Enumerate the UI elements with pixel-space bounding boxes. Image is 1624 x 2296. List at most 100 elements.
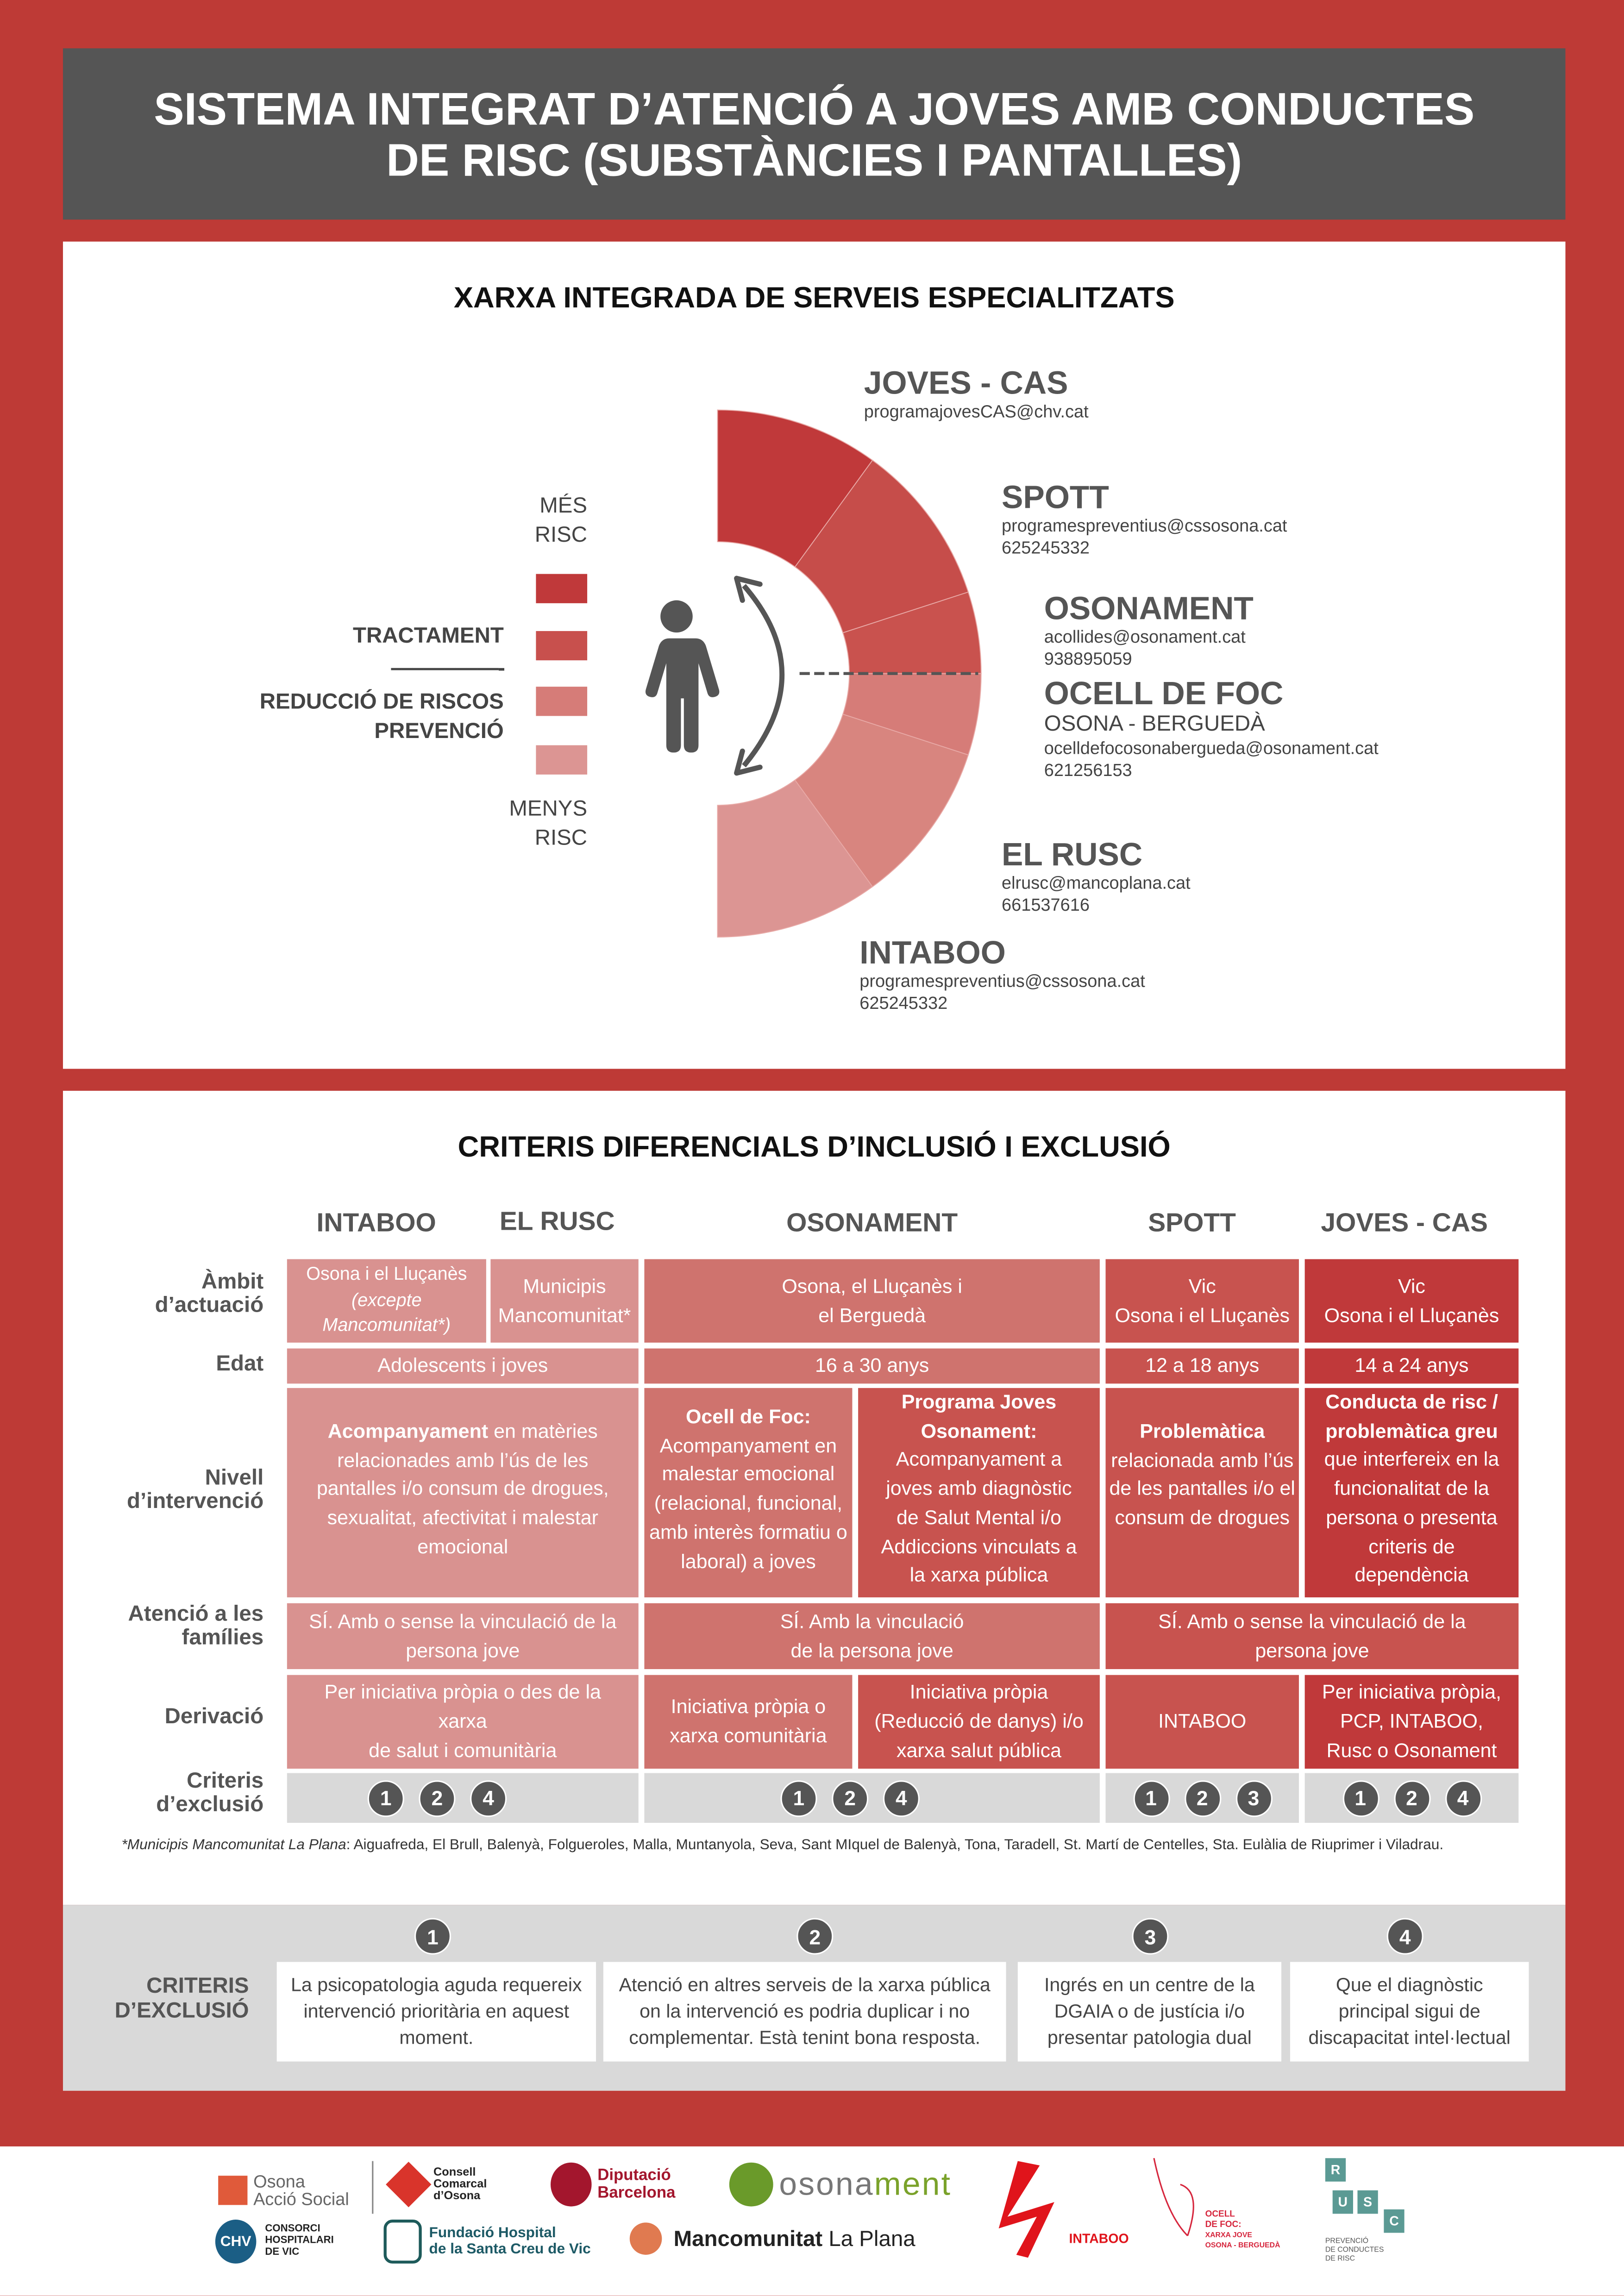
criteria-heading: CRITERIS DIFERENCIALS D’INCLUSIÓ I EXCLU… [458,1132,1171,1164]
cell-line: persona jove [406,1639,520,1661]
cell-edat-spott: 12 a 18 anys [1105,1348,1299,1384]
criterion-number-badge: 4 [883,1779,920,1816]
logo-text: PREVENCIÓ [1325,2237,1369,2246]
cell-derivacio-joves: Per iniciativa pròpia, PCP, INTABOO, Rusc … [1304,1675,1519,1769]
service-name: JOVES - CAS [864,364,1068,401]
logo-osonament: osonament [729,2162,952,2207]
logo-text: Consell [433,2165,476,2179]
chv-emblem: CHV [215,2220,257,2264]
page-title: SISTEMA INTEGRAT D’ATENCIÓ A JOVES AMB C… [63,48,1566,220]
exclusion-criterion-4: Que el diagnòstic principal sigui de dis… [1290,1962,1529,2062]
service-osonament: OSONAMENT acollides@osonament.cat 938895… [1044,590,1254,671]
footnote: *Municipis Mancomunitat La Plana: Aiguaf… [121,1838,1527,1854]
footer-logos [0,2146,1624,2296]
column-header-osonament: OSONAMENT [786,1207,958,1238]
logo-text: OCELL [1205,2211,1235,2220]
exclusion-label-line: D’EXCLUSIÓ [114,1998,249,2024]
cell-line: Vic [1398,1275,1425,1297]
cell-atencio-osonament: SÍ. Amb la vinculació de la persona jove [644,1603,1100,1670]
row-header-edat: Edat [216,1351,264,1376]
logo-text: HOSPITALARI [265,2235,334,2246]
service-spott: SPOTT programespreventius@cssosona.cat 6… [1002,480,1287,559]
criterion-number-badge: 1 [1133,1779,1170,1816]
exclusion-number-3: 3 [1132,1918,1169,1955]
cell-line: PCP, INTABOO, [1340,1710,1483,1733]
title-line-1: SISTEMA INTEGRAT D’ATENCIÓ A JOVES AMB C… [154,82,1475,134]
row-header-line: d’actuació [155,1293,264,1318]
logo-text: Mancomunitat [673,2226,823,2252]
service-name: OSONAMENT [1044,590,1254,627]
criterion-number-badge: 3 [1235,1779,1272,1816]
service-phone: 625245332 [859,993,948,1013]
criterion-number-badge: 2 [1393,1779,1430,1816]
logo-diputacio-barcelona: Diputació Barcelona [551,2162,675,2207]
cell-line: Municipis [523,1275,606,1297]
cell-line: SÍ. Amb o sense la vinculació de la [1158,1610,1466,1633]
cell-bold: Conducta de risc / problemàtica greu [1325,1391,1498,1442]
cell-bold: Ocell de Foc: [685,1405,811,1428]
cell-text: relacionada amb l’ús de les pantalles i/… [1109,1449,1296,1529]
cell-atencio-spott-joves: SÍ. Amb o sense la vinculació de la perso… [1105,1603,1519,1670]
cell-text: que interfereix en la funcionalitat de l… [1324,1448,1499,1586]
services-semicircle [645,409,982,938]
cell-text: Acompanyament a joves amb diagnòstic de … [881,1448,1077,1586]
exclusion-number-1: 1 [414,1918,451,1955]
cell-line: Iniciativa pròpia o [671,1695,826,1718]
wedge-spott [794,459,969,633]
logo-rusc: R U S C PREVENCIÓ DE CONDUCTES DE RISC [1325,2158,1413,2268]
cell-line: xarxa [438,1710,487,1733]
service-name: OCELL DE FOC [1044,675,1284,712]
cell-line: (excepte [351,1289,422,1310]
row-header-line: d’intervenció [126,1489,264,1514]
logo-osona-accio-social: Osona Acció Social [218,2173,349,2208]
service-ocell-de-foc: OCELL DE FOC OSONA - BERGUEDÀ ocelldefoc… [1044,676,1379,782]
cell-ambit-spott: Vic Osona i el Lluçanès [1105,1259,1299,1343]
cell-atencio-intaboo-rusc: SÍ. Amb o sense la vinculació de la perso… [287,1603,639,1670]
service-phone: 938895059 [1044,648,1132,669]
row-header-line: famílies [182,1625,264,1650]
exclusion-criterion-1: La psicopatologia aguda requereix interv… [276,1962,596,2062]
exclusion-label-line: CRITERIS [146,1973,249,1999]
exclusion-number-4: 4 [1386,1918,1423,1955]
cell-nivell-programa-joves: Programa Joves Osonament: Acompanyament … [858,1388,1100,1598]
cell-derivacio-spott: INTABOO [1105,1675,1299,1769]
more-risk-line-2: RISC [534,522,588,548]
cell-line: Osona i el Lluçanès [1115,1304,1290,1326]
row-header-ambit: Àmbit d’actuació [88,1270,264,1318]
cell-line: xarxa salut pública [896,1739,1062,1761]
bird-icon [1153,2158,1194,2236]
legend-square-3 [536,687,588,716]
cell-edat-osonament: 16 a 30 anys [644,1348,1100,1384]
logo-text: Osona [253,2171,305,2192]
logo-text: XARXA JOVE [1205,2231,1252,2240]
wedge-intaboo [717,779,873,938]
mancomunitat-emblem-icon [629,2222,662,2255]
logo-text: La Plana [822,2226,915,2252]
logo-text: C [1384,2209,1405,2233]
service-name: SPOTT [1002,479,1109,516]
cell-ambit-rusc: Municipis Mancomunitat* [490,1259,639,1343]
cell-line: Mancomunitat*) [322,1315,451,1336]
cell-bold: Programa Joves Osonament: [901,1391,1057,1442]
logo-text: CONSORCI [265,2224,320,2234]
cell-ambit-intaboo: Osona i el Lluçanès (excepte Mancomunita… [287,1259,486,1343]
service-email: acollides@osonament.cat [1044,626,1246,647]
criterion-number-badge: 1 [780,1779,817,1816]
cell-nivell-spott: Problemàtica relacionada amb l’ús de les … [1105,1388,1299,1598]
logo-text: DE CONDUCTES [1325,2246,1384,2255]
cell-line: Rusc o Osonament [1326,1739,1497,1761]
title-line-2: DE RISC (SUBSTÀNCIES I PANTALLES) [386,134,1242,186]
fundacio-emblem-icon [383,2220,422,2264]
row-header-nivell: Nivell d’intervenció [58,1466,264,1514]
cell-line: (Reducció de danys) i/o [874,1710,1084,1733]
criterion-number-badge: 4 [1444,1779,1481,1816]
cell-nivell-joves: Conducta de risc / problemàtica greu que… [1304,1388,1519,1598]
exclusion-criterion-3: Ingrés en un centre de la DGAIA o de jus… [1017,1962,1282,2062]
cell-line: de salut i comunitària [369,1739,557,1761]
cell-line: SÍ. Amb la vinculació [780,1610,964,1633]
cell-line: Osona, el Lluçanès i [782,1275,962,1297]
service-phone: 625245332 [1002,537,1090,558]
